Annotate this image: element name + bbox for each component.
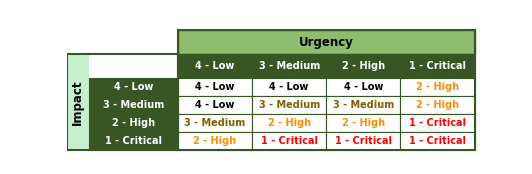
Bar <box>178 30 475 54</box>
Bar <box>66 54 89 149</box>
Bar <box>178 30 475 54</box>
Text: 3 - Medium: 3 - Medium <box>184 118 246 128</box>
Bar <box>178 114 252 132</box>
Bar <box>401 54 475 78</box>
Bar <box>326 54 401 78</box>
Bar <box>326 96 401 114</box>
Text: 2 - High: 2 - High <box>112 118 155 128</box>
Bar <box>89 78 178 96</box>
Text: 1 - Critical: 1 - Critical <box>409 118 466 128</box>
Text: 4 - Low: 4 - Low <box>269 82 309 92</box>
Text: 3 - Medium: 3 - Medium <box>259 61 320 72</box>
Bar <box>252 54 326 78</box>
Text: 1 - Critical: 1 - Critical <box>335 136 392 146</box>
Text: 2 - High: 2 - High <box>416 82 459 92</box>
Text: 4 - Low: 4 - Low <box>195 100 235 110</box>
Bar <box>252 114 326 132</box>
Bar <box>89 96 178 114</box>
Bar <box>89 132 178 149</box>
Text: 1 - Critical: 1 - Critical <box>105 136 162 146</box>
Text: 1 - Critical: 1 - Critical <box>261 136 318 146</box>
Bar <box>401 132 475 149</box>
Bar <box>401 96 475 114</box>
Bar <box>401 114 475 132</box>
Text: Impact: Impact <box>71 79 85 125</box>
Text: 4 - Low: 4 - Low <box>195 61 235 72</box>
Bar <box>326 78 401 96</box>
Text: 3 - Medium: 3 - Medium <box>332 100 394 110</box>
Text: 2 - High: 2 - High <box>193 136 237 146</box>
Bar <box>89 114 178 132</box>
Text: 4 - Low: 4 - Low <box>344 82 383 92</box>
Text: 3 - Medium: 3 - Medium <box>103 100 164 110</box>
Text: 4 - Low: 4 - Low <box>195 82 235 92</box>
Bar <box>178 78 252 96</box>
Text: Urgency: Urgency <box>299 36 354 49</box>
Bar <box>326 114 401 132</box>
Bar <box>252 78 326 96</box>
Bar <box>401 78 475 96</box>
Text: 1 - Critical: 1 - Critical <box>409 61 466 72</box>
Bar <box>66 54 178 149</box>
Text: 2 - High: 2 - High <box>342 118 385 128</box>
Text: 1 - Critical: 1 - Critical <box>409 136 466 146</box>
Bar <box>326 132 401 149</box>
Text: 2 - High: 2 - High <box>342 61 385 72</box>
Bar <box>178 132 252 149</box>
Text: 4 - Low: 4 - Low <box>114 82 153 92</box>
Bar <box>178 30 475 149</box>
Text: 2 - High: 2 - High <box>416 100 459 110</box>
Bar <box>252 96 326 114</box>
Bar <box>252 132 326 149</box>
Bar <box>178 54 252 78</box>
Text: 2 - High: 2 - High <box>268 118 311 128</box>
Text: 3 - Medium: 3 - Medium <box>259 100 320 110</box>
Bar <box>178 96 252 114</box>
